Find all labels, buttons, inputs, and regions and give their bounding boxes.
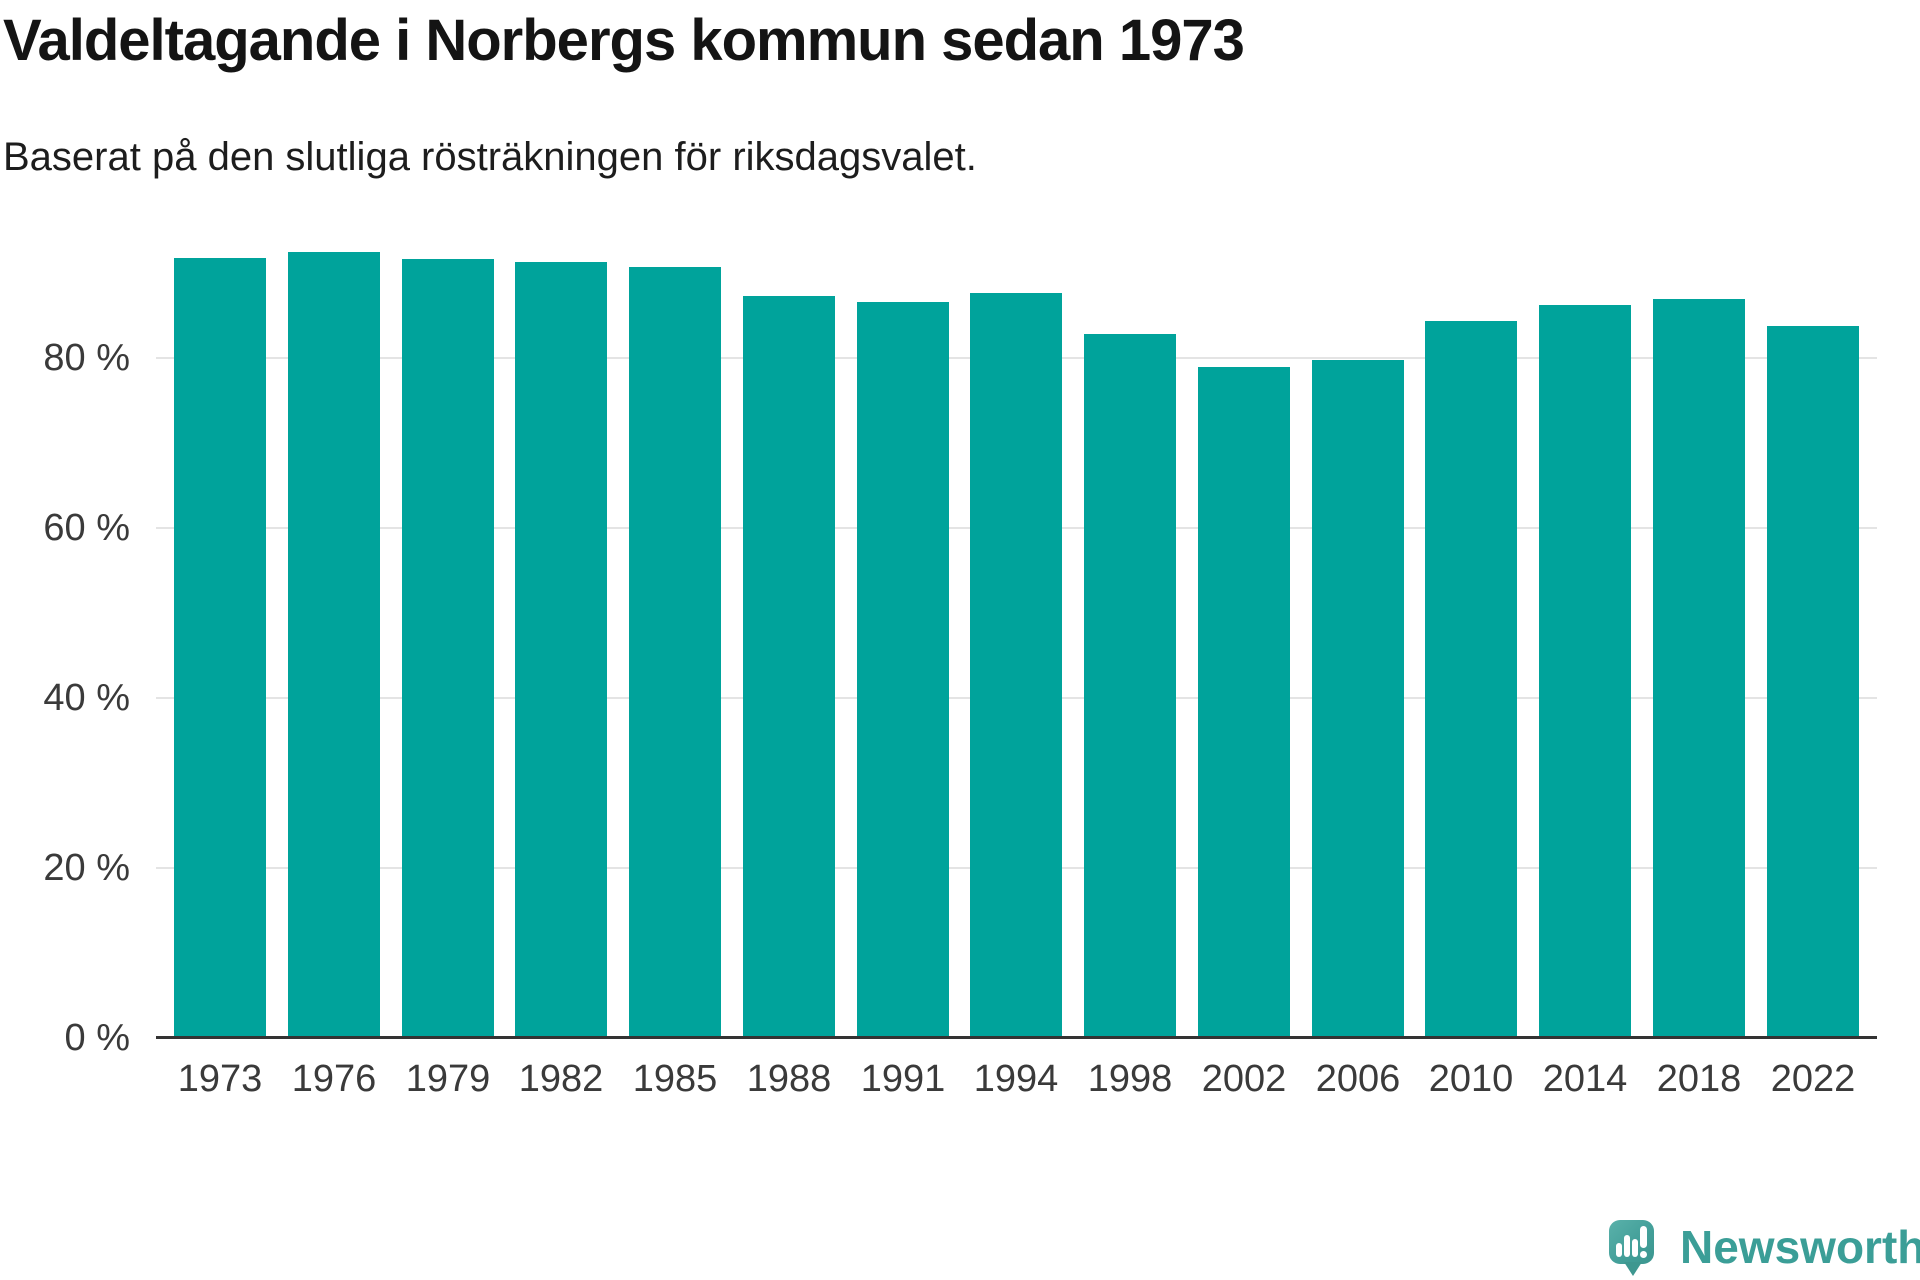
bar-1988: [743, 296, 835, 1038]
y-axis-label-0: 0 %: [64, 1017, 130, 1059]
x-axis-label-1973: 1973: [177, 1058, 263, 1100]
y-axis-label-60: 60 %: [43, 507, 130, 549]
x-axis-label-1994: 1994: [973, 1058, 1059, 1100]
brand-name: Newsworthy: [1680, 1221, 1920, 1273]
y-axis-label-20: 20 %: [43, 847, 130, 889]
logo-bar-icon: [1616, 1243, 1622, 1257]
x-axis-label-2002: 2002: [1201, 1058, 1287, 1100]
bar-1998: [1084, 334, 1176, 1038]
newsworthy-pin-icon: [1609, 1220, 1654, 1264]
newsworthy-logo: Newsworthy: [1607, 1216, 1920, 1280]
x-axis-label-1979: 1979: [405, 1058, 491, 1100]
x-axis-label-1976: 1976: [291, 1058, 377, 1100]
x-axis-label-2010: 2010: [1428, 1058, 1514, 1100]
bar-2006: [1312, 360, 1404, 1038]
x-axis-label-1982: 1982: [518, 1058, 604, 1100]
x-axis-label-1985: 1985: [632, 1058, 718, 1100]
x-axis-label-2018: 2018: [1656, 1058, 1742, 1100]
chart-subtitle: Baserat på den slutliga rösträkningen fö…: [3, 135, 977, 179]
logo-bar-icon: [1624, 1235, 1630, 1257]
chart-title: Valdeltagande i Norbergs kommun sedan 19…: [3, 8, 1245, 73]
bar-1976: [288, 252, 380, 1038]
logo-exclamation-icon: [1640, 1226, 1647, 1248]
x-axis-line: [156, 1036, 1877, 1039]
bar-1979: [402, 259, 494, 1038]
bar-2018: [1653, 299, 1745, 1038]
bar-1994: [970, 293, 1062, 1038]
y-axis-label-40: 40 %: [43, 677, 130, 719]
x-axis-label-2022: 2022: [1770, 1058, 1856, 1100]
bar-2014: [1539, 305, 1631, 1038]
logo-pin-tail: [1624, 1262, 1642, 1276]
x-axis-label-1988: 1988: [746, 1058, 832, 1100]
bar-2002: [1198, 367, 1290, 1039]
y-axis-label-80: 80 %: [43, 337, 130, 379]
x-axis-label-1998: 1998: [1087, 1058, 1173, 1100]
x-axis-label-2014: 2014: [1542, 1058, 1628, 1100]
bar-1982: [515, 262, 607, 1038]
bar-2022: [1767, 326, 1859, 1038]
bar-2010: [1425, 321, 1517, 1038]
x-axis-label-2006: 2006: [1315, 1058, 1401, 1100]
bar-1985: [629, 267, 721, 1038]
bar-1991: [857, 302, 949, 1038]
x-axis-label-1991: 1991: [860, 1058, 946, 1100]
logo-bar-icon: [1632, 1239, 1638, 1257]
logo-exclamation-dot-icon: [1640, 1251, 1647, 1258]
bar-1973: [174, 258, 266, 1038]
